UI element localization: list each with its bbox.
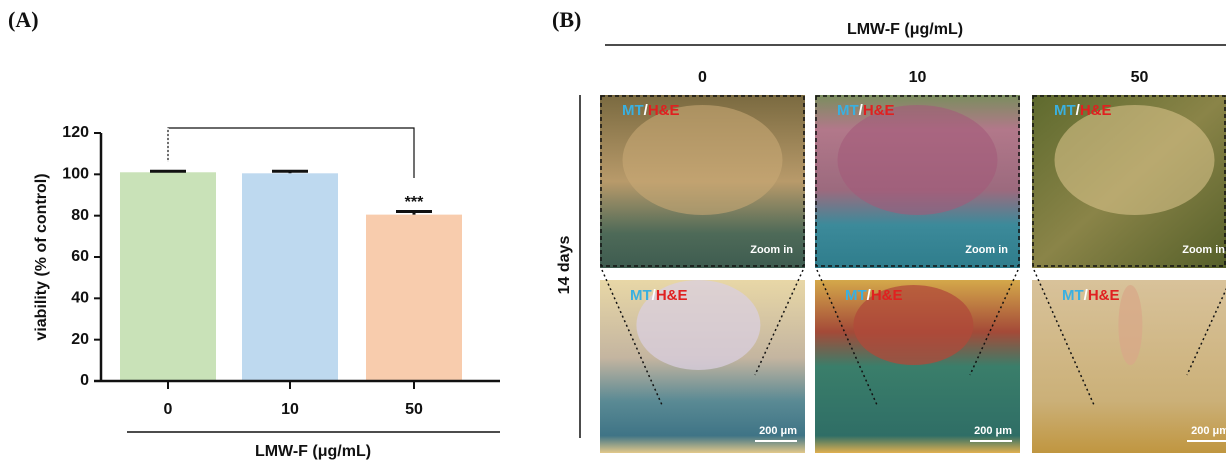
stain-he: H&E [1080, 102, 1112, 119]
stain-he: H&E [871, 287, 903, 304]
scale-label: 200 μm [1191, 425, 1226, 437]
stain-he: H&E [863, 102, 895, 119]
y-tick-label: 40 [71, 290, 89, 307]
column-label: 50 [1131, 69, 1149, 86]
zoom-label: Zoom in [750, 244, 793, 256]
zoom-label: Zoom in [1182, 244, 1225, 256]
y-tick-label: 120 [62, 124, 89, 141]
error-bar [150, 171, 186, 172]
stain-label: MT/H&E [630, 287, 688, 304]
panel-b-title: LMW-F (μg/mL) [847, 21, 963, 38]
bar [120, 172, 216, 381]
stain-mt: MT [1062, 287, 1084, 304]
stain-he: H&E [656, 287, 688, 304]
stain-label: MT/H&E [1054, 102, 1112, 119]
y-tick-label: 20 [71, 331, 89, 348]
panel-label: (A) [8, 7, 39, 32]
x-tick-label: 10 [281, 401, 299, 418]
zoom-label: Zoom in [965, 244, 1008, 256]
error-bar [272, 171, 308, 173]
y-tick-label: 80 [71, 207, 89, 224]
x-tick-label: 50 [405, 401, 423, 418]
x-tick-label: 0 [164, 401, 173, 418]
row-label: 14 days [556, 236, 573, 295]
column-label: 10 [909, 69, 927, 86]
stain-mt: MT [622, 102, 644, 119]
scale-label: 200 μm [974, 425, 1012, 437]
y-axis-label: viability (% of control) [33, 173, 50, 340]
stain-label: MT/H&E [845, 287, 903, 304]
column-label: 0 [698, 69, 707, 86]
stain-mt: MT [630, 287, 652, 304]
tissue [623, 105, 783, 215]
error-bar [396, 212, 432, 215]
y-tick-label: 60 [71, 248, 89, 265]
tissue [1055, 105, 1215, 215]
tissue [838, 105, 998, 215]
tissue [1118, 285, 1142, 365]
figure: (A) (B) viability (% of control) LMW-F (… [0, 0, 1226, 463]
stain-label: MT/H&E [837, 102, 895, 119]
stain-label: MT/H&E [622, 102, 680, 119]
bar [242, 173, 338, 381]
stain-he: H&E [1088, 287, 1120, 304]
panel-label: (B) [552, 7, 581, 32]
stain-label: MT/H&E [1062, 287, 1120, 304]
stain-mt: MT [845, 287, 867, 304]
x-axis-label: LMW-F (μg/mL) [255, 443, 371, 460]
stain-mt: MT [1054, 102, 1076, 119]
y-tick-label: 0 [80, 372, 89, 389]
scale-label: 200 μm [759, 425, 797, 437]
bar [366, 215, 462, 381]
significance: *** [405, 194, 424, 211]
stain-he: H&E [648, 102, 680, 119]
y-tick-label: 100 [62, 166, 89, 183]
stain-mt: MT [837, 102, 859, 119]
